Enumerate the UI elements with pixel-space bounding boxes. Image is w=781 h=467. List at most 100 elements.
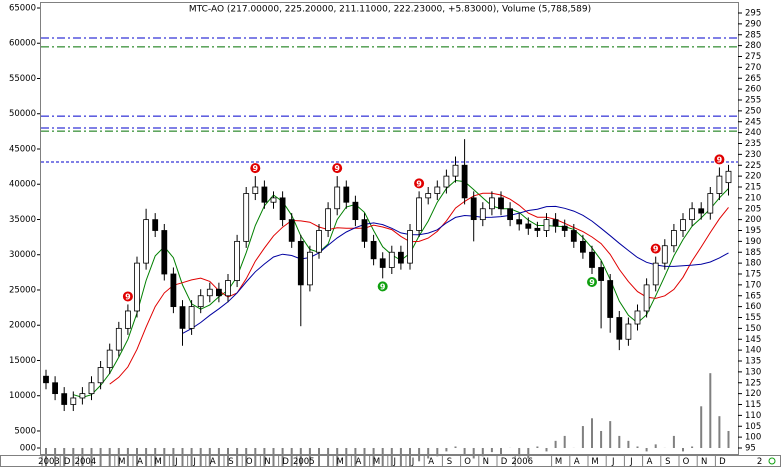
volume-bar — [563, 435, 566, 448]
x-tick-label: M — [118, 457, 125, 467]
y-tick-label: 205 — [745, 204, 761, 214]
annotation-badge — [122, 291, 133, 302]
candle-body — [215, 288, 222, 297]
x-tick-label: S — [447, 457, 452, 467]
x-tick-label: O — [683, 457, 690, 467]
candle-body — [379, 258, 386, 268]
volume-bar — [145, 448, 148, 467]
volume-bar — [254, 448, 257, 467]
y-tick-label: 180 — [745, 259, 761, 269]
y-tick-label: 105 — [745, 422, 761, 432]
candle-body — [452, 164, 459, 177]
volume-bar — [190, 448, 193, 467]
volume-bar — [345, 448, 348, 467]
y-tick-label: 160 — [745, 302, 761, 312]
candle-body — [461, 164, 468, 199]
y2-tick-label: 25000 — [9, 285, 36, 295]
annotation-label: 9 — [253, 164, 259, 173]
volume-bar — [718, 416, 721, 448]
candle-body — [361, 219, 368, 242]
y-tick-label: 295 — [745, 9, 761, 19]
volume-bar — [454, 446, 457, 448]
candle-body — [525, 223, 532, 229]
y-tick-label: 170 — [745, 280, 761, 290]
candle-body — [561, 225, 568, 231]
candle-body — [416, 197, 423, 231]
x-tick-label: J — [411, 457, 415, 467]
x-tick-label: J — [611, 457, 615, 467]
candle-body — [197, 295, 204, 308]
volume-bar — [45, 448, 47, 467]
volume-bar — [618, 435, 621, 448]
candle-body — [643, 284, 650, 312]
volume-bar — [172, 448, 175, 467]
candle-body — [434, 186, 441, 194]
x-tick-label: N — [483, 457, 489, 467]
y-tick-label: 200 — [745, 215, 761, 225]
volume-bar — [418, 448, 421, 462]
y2-tick-label: 5000 — [14, 426, 36, 436]
y2-tick-label: 40000 — [9, 180, 36, 190]
candle-body — [115, 327, 122, 351]
x-tick-label: A — [137, 457, 143, 467]
candle-body — [552, 219, 559, 227]
volume-bar — [600, 430, 603, 448]
volume-bar — [581, 426, 584, 448]
volume-bar — [181, 448, 184, 467]
volume-bar — [445, 448, 448, 452]
candle-body — [652, 262, 659, 286]
annotation-badge — [377, 281, 388, 292]
candle-body — [598, 267, 604, 281]
y2-tick-label: 65000 — [9, 3, 36, 13]
candle-body — [252, 186, 259, 194]
volume-bar — [272, 448, 275, 467]
y-tick-label: 220 — [745, 172, 761, 182]
candle-body — [661, 245, 668, 264]
x-tick-label: M — [337, 457, 344, 467]
x-tick-label: 2 — [757, 457, 762, 467]
volume-bar — [108, 448, 111, 467]
candle-body — [297, 240, 304, 286]
candle-body — [288, 219, 295, 242]
annotation-badge — [332, 163, 343, 174]
candle-body — [625, 323, 632, 340]
candle-body — [261, 186, 268, 203]
annotation-badge — [650, 243, 661, 254]
candle-body — [580, 240, 586, 253]
y-tick-label: 275 — [745, 52, 761, 62]
volume-bar — [682, 448, 684, 452]
candle-body — [88, 382, 95, 395]
x-tick-label: A — [428, 457, 434, 467]
x-tick-label: D — [282, 457, 289, 467]
candle-body — [589, 251, 595, 268]
candle-body — [707, 193, 714, 214]
volume-bar — [390, 448, 393, 467]
volume-bar — [363, 448, 366, 467]
y-tick-label: 285 — [745, 30, 761, 40]
annotation-badge — [714, 154, 725, 165]
candle-body — [470, 197, 477, 221]
candle-body — [270, 197, 277, 203]
candle-body — [488, 197, 495, 210]
volume-bar — [490, 448, 493, 453]
volume-bar — [236, 448, 239, 467]
volume-bar — [299, 448, 302, 467]
y-tick-label: 270 — [745, 63, 761, 73]
candle-body — [716, 175, 723, 194]
x-tick-label: J — [192, 457, 196, 467]
volume-bar — [63, 448, 66, 467]
x-tick-label: M — [591, 457, 598, 467]
volume-bar — [545, 448, 548, 452]
x-tick-label: A — [210, 457, 216, 467]
annotation-label: 9 — [334, 164, 340, 173]
x-tick-label: S — [228, 457, 233, 467]
x-tick-label: J — [174, 457, 178, 467]
volume-bar — [99, 448, 102, 467]
candle-body — [243, 193, 250, 242]
x-tick-label: N — [264, 457, 270, 467]
y-tick-label: 225 — [745, 161, 761, 171]
candle-body — [334, 186, 341, 210]
y-tick-label: 100 — [745, 433, 761, 443]
x-tick-label: 2006 — [511, 457, 533, 467]
volume-bar — [472, 448, 475, 459]
